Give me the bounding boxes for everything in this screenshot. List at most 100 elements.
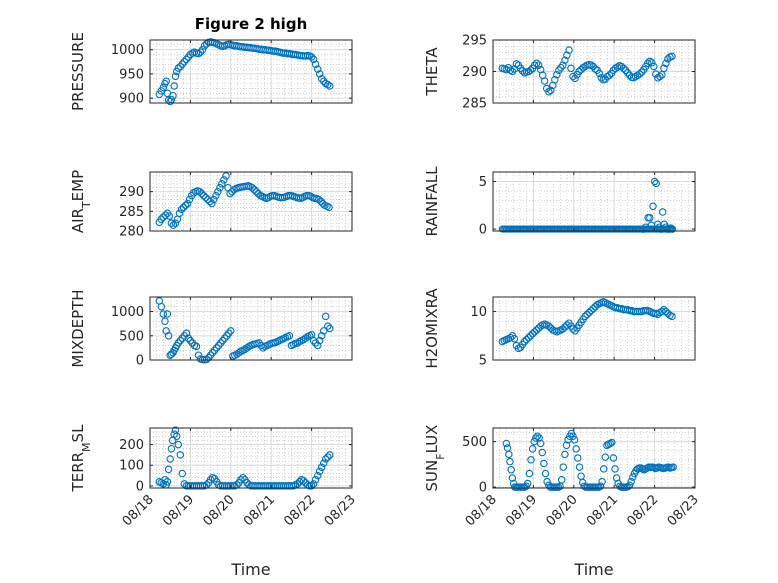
data-point xyxy=(609,454,618,462)
data-point xyxy=(252,187,261,196)
data-point xyxy=(214,187,222,196)
data-point xyxy=(172,67,181,76)
data-point xyxy=(561,450,569,459)
data-point xyxy=(561,56,569,64)
panel-pressure: 900 950 1000 PRESSURE xyxy=(69,32,353,111)
data-point xyxy=(204,353,213,362)
data-point xyxy=(174,339,183,347)
data-point xyxy=(195,187,204,196)
x-tick-label: 08/18 xyxy=(463,492,500,529)
data-point xyxy=(581,312,589,321)
data-point xyxy=(174,440,183,449)
panel-terrmsl: 0 100 200 08/18 08/19 08/20 08/21 08/22 08/23 TER… xyxy=(69,424,359,529)
data-point xyxy=(605,71,614,80)
data-point xyxy=(176,451,185,459)
data-point xyxy=(506,66,515,74)
data-point xyxy=(652,179,660,188)
data-point xyxy=(662,59,670,68)
data-point xyxy=(285,332,294,340)
data-point xyxy=(528,445,537,453)
data-point xyxy=(534,61,543,69)
data-point xyxy=(528,330,537,338)
data-point xyxy=(202,355,211,364)
data-point xyxy=(569,72,577,81)
data-point xyxy=(222,172,230,180)
data-point xyxy=(164,465,173,474)
data-point xyxy=(218,336,227,345)
axes-frame xyxy=(492,296,696,361)
data-point xyxy=(646,57,654,66)
y-axis-label: RAINFALL xyxy=(423,166,441,237)
data-point xyxy=(660,64,668,73)
data-point xyxy=(198,45,207,54)
y-tick-label: 100 xyxy=(119,459,144,474)
y-tick-label: 0 xyxy=(136,479,144,494)
data-point xyxy=(311,339,320,347)
data-point xyxy=(665,225,673,233)
data-point xyxy=(598,477,606,486)
y-tick-label: 290 xyxy=(462,65,487,80)
panel-theta: 285 290 295 THETA xyxy=(423,34,696,112)
data-point xyxy=(166,455,174,463)
data-point xyxy=(624,482,632,491)
data-point xyxy=(198,482,207,490)
x-tick-label: 08/18 xyxy=(120,492,157,529)
data-point xyxy=(547,86,555,95)
y-tick-label: 900 xyxy=(119,92,144,107)
data-point xyxy=(527,456,535,464)
data-point xyxy=(216,183,224,192)
data-point xyxy=(313,65,322,73)
data-point xyxy=(587,61,595,69)
data-point xyxy=(541,469,550,478)
data-point xyxy=(178,469,187,478)
data-point xyxy=(176,336,185,345)
data-point xyxy=(502,439,511,448)
data-point xyxy=(183,199,192,208)
data-point xyxy=(307,53,316,61)
data-point xyxy=(170,430,178,438)
data-point xyxy=(167,219,176,227)
data-point xyxy=(575,463,584,471)
y-tick-label: 950 xyxy=(119,67,144,82)
data-point xyxy=(324,80,332,89)
data-point xyxy=(174,64,183,72)
data-point xyxy=(212,344,221,352)
data-point xyxy=(551,75,559,84)
data-point xyxy=(627,477,635,486)
y-tick-label: 280 xyxy=(119,225,144,240)
data-point xyxy=(596,482,605,490)
data-point xyxy=(650,62,658,71)
data-point xyxy=(311,475,320,484)
data-point xyxy=(538,448,547,457)
data-point xyxy=(293,480,302,488)
y-tick-label: 1000 xyxy=(111,43,144,58)
data-point xyxy=(533,432,542,440)
data-point xyxy=(525,469,534,478)
data-point xyxy=(606,439,614,448)
data-point xyxy=(180,332,189,340)
data-point xyxy=(599,465,608,473)
x-tick-label: 08/23 xyxy=(322,492,359,529)
data-point xyxy=(563,51,571,59)
data-point xyxy=(317,75,326,83)
data-point xyxy=(570,436,579,444)
data-point xyxy=(196,48,205,56)
data-point xyxy=(305,482,314,490)
data-point xyxy=(194,351,203,359)
y-tick-label: 0 xyxy=(479,481,487,496)
data-point xyxy=(169,221,178,229)
data-point xyxy=(313,341,322,350)
y-tick-label: 5 xyxy=(479,354,487,369)
panel-sunflux: 0 500 08/18 08/19 08/20 08/21 08/22 08/23 SUNFLU… xyxy=(423,425,702,530)
data-point xyxy=(166,97,174,106)
data-point xyxy=(210,195,218,204)
data-point xyxy=(563,321,571,329)
data-point xyxy=(177,205,186,214)
data-point xyxy=(317,197,325,206)
data-point xyxy=(532,59,541,68)
data-point xyxy=(182,55,191,64)
data-point xyxy=(650,177,659,186)
data-point xyxy=(611,465,619,473)
data-point xyxy=(574,454,582,462)
